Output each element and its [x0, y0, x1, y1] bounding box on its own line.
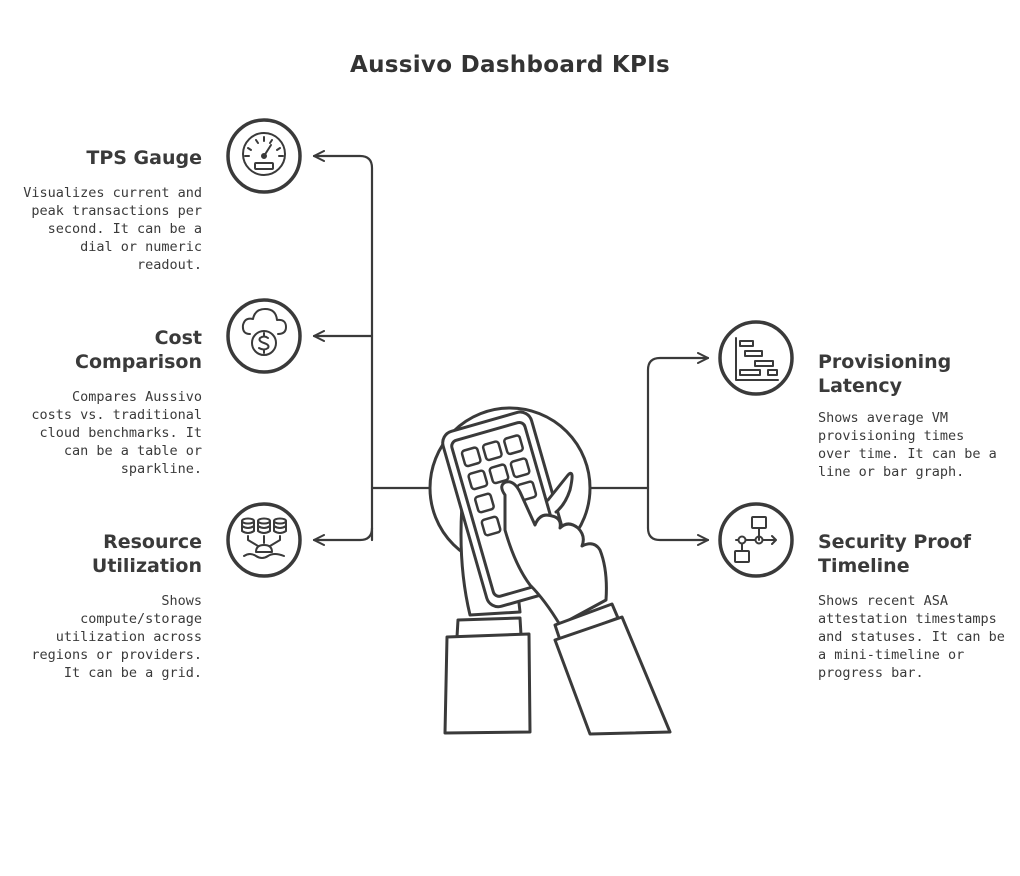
diagram-title: Aussivo Dashboard KPIs: [349, 52, 671, 78]
gantt-chart-icon: [735, 337, 779, 381]
left-connectors: [312, 150, 432, 546]
tps-gauge-description: Visualizes current and peak transactions …: [23, 185, 202, 273]
flowchart-icon: [734, 516, 777, 563]
resource-utilization-description: Shows compute/storage utilization across re…: [31, 593, 202, 681]
right-connectors: [588, 352, 710, 546]
provisioning-latency-description: Shows average VM provisioning times over t…: [818, 410, 997, 480]
cost-comparison-heading: Cost Comparison: [75, 327, 202, 373]
security-proof-timeline-heading: Security Proof Timeline: [818, 531, 971, 577]
provisioning-latency-heading: Provisioning Latency: [818, 351, 952, 397]
gauge-icon: [242, 132, 286, 176]
security-proof-timeline-description: Shows recent ASA attestation timestamps an…: [818, 593, 1005, 681]
tps-gauge-heading: TPS Gauge: [86, 147, 202, 169]
cost-comparison-description: Compares Aussivo costs vs. traditional clo…: [31, 389, 202, 477]
database-network-icon: [241, 517, 287, 559]
cloud-dollar-icon: [241, 308, 287, 356]
hand-phone-illustration: [428, 406, 672, 736]
gantt-chart-icon-circle: [718, 320, 794, 396]
resource-utilization-heading: Resource Utilization: [91, 531, 202, 577]
